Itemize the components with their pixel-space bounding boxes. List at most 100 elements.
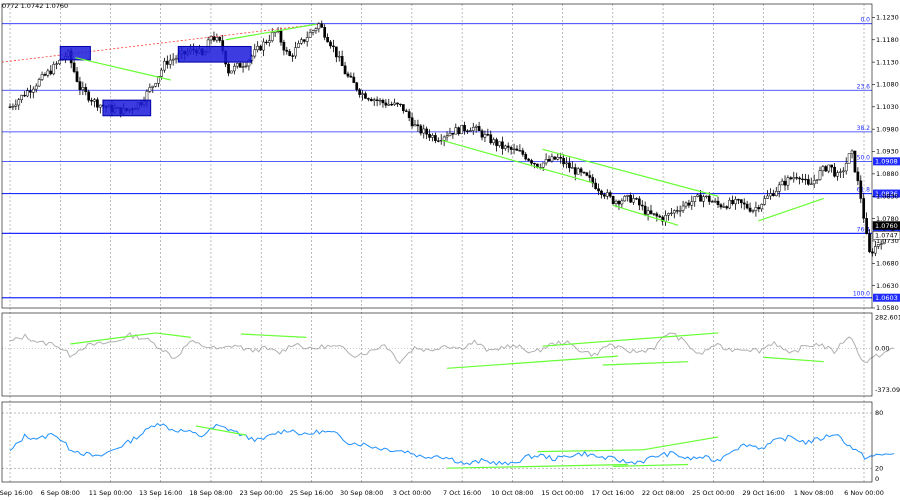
price-tick-label: 1.0930	[876, 148, 899, 156]
candle-body	[326, 37, 329, 43]
rsi-trend-line	[195, 425, 247, 436]
candle-body	[96, 99, 99, 108]
candle-body	[346, 73, 350, 77]
candle-body	[856, 171, 860, 182]
candle-body	[533, 162, 536, 165]
candle-body	[670, 212, 673, 215]
candle-body	[556, 157, 560, 160]
candle-body	[212, 36, 216, 41]
candle-body	[672, 210, 676, 214]
current-price-badge	[872, 221, 900, 230]
candle-body	[603, 194, 606, 197]
fib-level-label: 100.0	[853, 291, 870, 298]
candle-body	[640, 204, 644, 207]
rsi-trend-line	[537, 449, 643, 453]
rsi-tick-label: 20	[875, 464, 883, 472]
candle-body	[754, 207, 758, 211]
candle-body	[506, 145, 510, 148]
fib-trend-ray	[1, 23, 319, 63]
candle-body	[798, 177, 801, 180]
candle-body	[503, 145, 507, 149]
candle-body	[667, 213, 670, 216]
rsi-line	[9, 422, 895, 466]
price-tick-label: 1.0680	[876, 259, 899, 267]
candle-body	[489, 134, 493, 144]
trend-line	[75, 57, 171, 81]
candle-body	[425, 128, 429, 135]
candle-body	[760, 204, 764, 210]
candle-body	[518, 150, 522, 152]
trend-line	[225, 23, 317, 41]
candle-body	[745, 203, 749, 209]
grid-lines	[9, 4, 865, 482]
candle-body	[594, 182, 597, 189]
candle-body	[288, 51, 292, 56]
candle-body	[364, 93, 367, 99]
candle-body	[841, 170, 845, 173]
highlight-box	[102, 99, 152, 117]
candle-body	[46, 70, 50, 76]
candle-body	[410, 117, 414, 127]
candle-body	[865, 218, 868, 235]
candle-body	[294, 47, 297, 57]
candle-body	[308, 32, 312, 38]
candle-body	[434, 135, 437, 141]
trend-line	[542, 148, 719, 197]
candle-body	[84, 87, 88, 93]
candle-body	[34, 85, 38, 90]
candle-body	[699, 194, 702, 202]
candle-body	[707, 195, 711, 202]
price-tick-label: 1.0830	[876, 192, 899, 200]
candle-body	[573, 167, 577, 175]
candle-body	[617, 200, 621, 205]
candle-body	[466, 130, 469, 132]
candle-body	[821, 166, 825, 171]
fib-level-label: 61.8	[857, 187, 871, 194]
candle-body	[401, 104, 405, 112]
candle-body	[579, 168, 583, 173]
fib-level-label: 76.4	[857, 226, 871, 233]
candle-body	[358, 89, 361, 95]
candle-body	[37, 79, 41, 87]
candle-body	[355, 82, 359, 90]
candle-body	[710, 201, 714, 203]
fib-level-label: 0.0	[860, 17, 870, 24]
candle-body	[20, 94, 24, 101]
candle-body	[218, 37, 222, 41]
candle-body	[739, 199, 743, 204]
candle-body	[235, 63, 239, 67]
candle-body	[474, 126, 478, 128]
candle-body	[830, 164, 833, 168]
axes: 0 3 Sep 16:00 6 Sep 08:00 11 Sep 00:00 13 S…	[0, 3, 900, 497]
candle-body	[527, 158, 530, 161]
candle-body	[93, 99, 96, 102]
candle-body	[302, 39, 306, 42]
candle-body	[323, 27, 327, 38]
time-tick-label: 30 Sep 08:00	[340, 489, 383, 497]
candle-body	[769, 193, 772, 197]
fib-level-label: 50.0	[857, 154, 871, 161]
candle-body	[827, 164, 831, 172]
candle-body	[457, 127, 461, 135]
candle-body	[311, 30, 315, 33]
candle-body	[693, 196, 697, 202]
candle-body	[244, 65, 248, 68]
candle-body	[352, 76, 356, 83]
cci-tick-label: 282.6012	[875, 313, 900, 321]
time-tick-label: 18 Sep 08:00	[189, 489, 232, 497]
price-tick-label: 1.1180	[876, 36, 899, 44]
candle-body	[853, 150, 857, 173]
candle-body	[8, 106, 12, 108]
cci-trend-line	[602, 361, 689, 366]
cci-line	[9, 331, 895, 365]
candle-body	[445, 135, 449, 138]
candle-body	[463, 125, 466, 132]
candle-body	[783, 180, 787, 186]
candle-body	[495, 139, 498, 146]
candle-body	[259, 45, 262, 51]
candle-body	[681, 205, 685, 211]
candle-body	[766, 195, 769, 199]
price-tick-label: 1.0630	[876, 282, 899, 290]
candle-body	[442, 136, 446, 141]
candle-body	[792, 177, 796, 180]
